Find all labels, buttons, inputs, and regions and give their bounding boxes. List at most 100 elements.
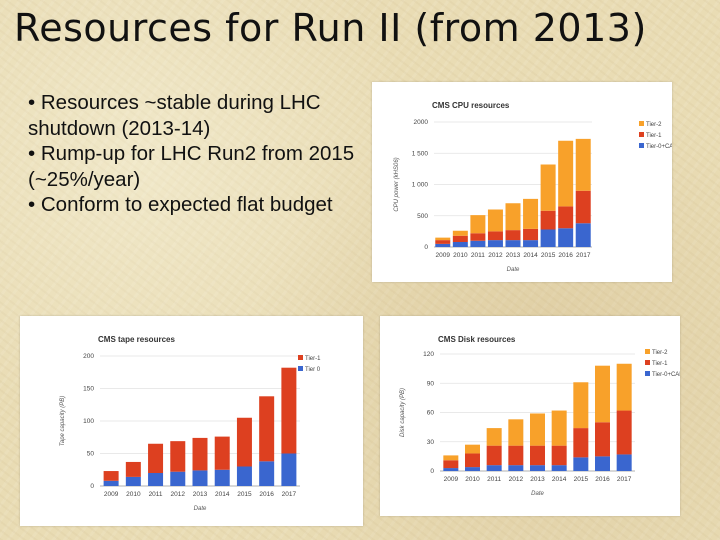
bar-segment	[551, 465, 567, 471]
bar-segment	[540, 229, 556, 247]
y-axis-label: Disk capacity (PB)	[400, 388, 406, 437]
x-tick-label: 2014	[523, 252, 538, 259]
x-tick-label: 2010	[126, 491, 141, 498]
legend-label: Tier-0+CAF	[652, 372, 680, 378]
legend-label: Tier-0+CAF	[646, 144, 672, 150]
bar-segment	[486, 445, 502, 466]
legend-swatch	[298, 355, 303, 360]
y-axis-label: Tape capacity (PB)	[60, 396, 66, 446]
y-tick-label: 1 000	[412, 182, 429, 189]
y-tick-label: 2000	[414, 119, 429, 126]
bar-segment	[443, 468, 459, 471]
y-tick-label: 50	[87, 451, 95, 458]
bar-segment	[281, 453, 297, 486]
bar-segment	[616, 363, 632, 411]
x-tick-label: 2016	[595, 476, 610, 483]
x-tick-label: 2017	[282, 491, 297, 498]
cpu-chart-panel: CMS CPU resources 0 500 1 000 1 500 2000 2009 2…	[372, 82, 672, 282]
x-tick-label: 2017	[617, 476, 632, 483]
disk-chart: CMS Disk resources 0 30 60 90 120 2009 2010 2011…	[400, 335, 680, 497]
legend-label: Tier-1	[646, 133, 662, 139]
bar-segment	[170, 471, 186, 486]
bar-segment	[575, 138, 591, 191]
y-tick-label: 0	[90, 483, 94, 490]
bar-segment	[558, 228, 574, 247]
x-tick-label: 2012	[509, 476, 524, 483]
chart-title: CMS Disk resources	[438, 335, 516, 344]
bar-segment	[192, 470, 208, 486]
x-tick-label: 2016	[259, 491, 274, 498]
bar-segment	[192, 437, 208, 471]
bar-segment	[236, 417, 252, 467]
x-tick-label: 2012	[171, 491, 186, 498]
bar-segment	[435, 237, 451, 241]
bar-segment	[125, 461, 141, 477]
y-tick-label: 150	[83, 386, 94, 393]
y-tick-label: 120	[423, 351, 434, 358]
bar-segment	[575, 190, 591, 224]
bullet-item: • Resources ~stable during LHC shutdown …	[28, 91, 321, 140]
tape-chart-panel: CMS tape resources 0 50 100 150 200 2009 2010 20…	[20, 316, 363, 526]
bar-segment	[540, 210, 556, 230]
y-axis-label: CPU power (kHS06)	[394, 157, 400, 211]
x-tick-label: 2013	[506, 252, 521, 259]
bar-segment	[487, 209, 503, 232]
x-tick-label: 2014	[215, 491, 230, 498]
bar-segment	[452, 235, 468, 242]
bar-segment	[573, 457, 589, 471]
bar-segment	[470, 215, 486, 234]
legend-label: Tier-2	[646, 122, 662, 128]
bar-segment	[595, 365, 610, 423]
x-axis-label: Date	[531, 491, 544, 497]
bar-segment	[125, 476, 141, 486]
x-tick-label: 2012	[488, 252, 503, 259]
legend-label: Tier-1	[305, 356, 321, 362]
x-tick-label: 2015	[541, 252, 556, 259]
bar-segment	[508, 465, 524, 471]
legend-label: Tier 0	[305, 367, 321, 373]
y-tick-label: 100	[83, 418, 94, 425]
x-tick-label: 2010	[465, 476, 480, 483]
bar-segment	[616, 454, 632, 471]
bar-segment	[487, 231, 503, 241]
bar-segment	[540, 164, 556, 211]
bar-segment	[523, 228, 539, 241]
x-axis-label: Date	[507, 267, 520, 273]
y-tick-label: 60	[427, 410, 435, 417]
bar-segment	[236, 466, 252, 486]
x-axis-label: Date	[194, 506, 207, 512]
legend-label: Tier-1	[652, 361, 668, 367]
x-tick-label: 2013	[193, 491, 208, 498]
bullet-list: • Resources ~stable during LHC shutdown …	[28, 90, 358, 218]
bar-segment	[470, 233, 486, 241]
bar-segment	[443, 455, 459, 461]
slide-title: Resources for Run II (from 2013)	[14, 6, 647, 50]
x-tick-label: 2017	[576, 252, 591, 259]
bar-segment	[214, 436, 230, 470]
legend-swatch	[645, 360, 650, 365]
bar-segment	[486, 465, 502, 471]
x-tick-label: 2011	[487, 476, 501, 483]
x-tick-label: 2014	[552, 476, 567, 483]
x-tick-label: 2009	[104, 491, 119, 498]
bar-segment	[508, 419, 524, 446]
bar-segment	[573, 428, 589, 458]
bar-segment	[465, 444, 480, 454]
bar-segment	[465, 453, 480, 468]
bullet-item: • Conform to expected flat budget	[28, 193, 333, 216]
y-tick-label: 30	[427, 439, 435, 446]
x-tick-label: 2009	[436, 252, 451, 259]
bar-segment	[505, 203, 521, 231]
y-tick-label: 500	[417, 213, 428, 220]
x-tick-label: 2011	[149, 491, 163, 498]
chart-title: CMS tape resources	[98, 335, 175, 344]
bar-segment	[573, 382, 589, 429]
chart-title: CMS CPU resources	[432, 101, 510, 110]
x-tick-label: 2015	[574, 476, 589, 483]
bar-segment	[452, 242, 468, 247]
bar-segment	[214, 469, 230, 486]
bar-segment	[148, 443, 164, 473]
bar-segment	[148, 473, 164, 486]
bar-segment	[281, 367, 297, 454]
